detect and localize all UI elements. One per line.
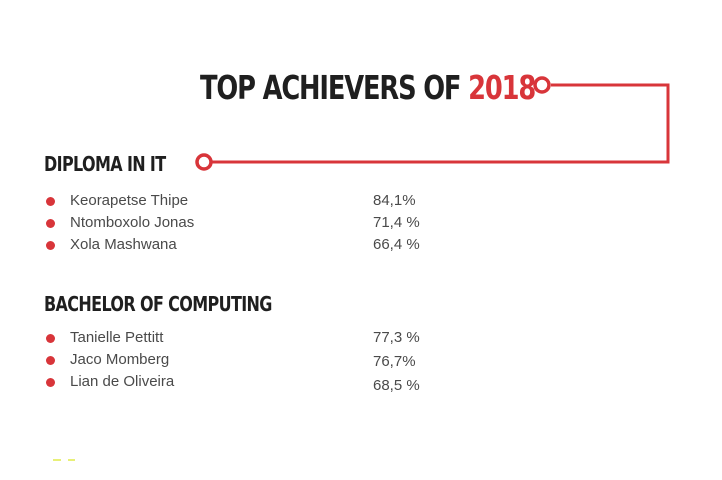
achiever-row: Keorapetse Thipe 84,1% — [44, 190, 464, 212]
achiever-row: Tanielle Pettitt 77,3 % — [44, 327, 464, 349]
page-title-prefix: TOP ACHIEVERS OF — [200, 68, 469, 107]
bullet-dot-icon — [46, 356, 55, 365]
bullet-dot-icon — [46, 378, 55, 387]
connector-start-ring — [533, 76, 551, 94]
diploma-achiever-list: Keorapetse Thipe 84,1% Ntomboxolo Jonas … — [44, 190, 464, 256]
achiever-score: 76,7% — [373, 353, 416, 370]
achiever-score: 84,1% — [373, 192, 416, 209]
achiever-name: Ntomboxolo Jonas — [70, 214, 195, 231]
achiever-row: Lian de Oliveira 68,5 % — [44, 371, 464, 394]
achiever-row: Jaco Momberg 76,7% — [44, 349, 464, 371]
section-heading-diploma-in-it: DIPLOMA IN IT — [44, 152, 166, 176]
achiever-row: Xola Mashwana 66,4 % — [44, 234, 464, 256]
decorative-dash — [68, 459, 75, 461]
achiever-score: 68,5 % — [373, 377, 420, 394]
achiever-name: Xola Mashwana — [70, 236, 177, 253]
achiever-score: 71,4 % — [373, 214, 420, 231]
achiever-score: 77,3 % — [373, 329, 420, 346]
bullet-dot-icon — [46, 334, 55, 343]
achiever-name: Jaco Momberg — [70, 351, 170, 368]
bullet-dot-icon — [46, 219, 55, 228]
connector-end-ring — [195, 153, 213, 171]
achiever-score: 66,4 % — [373, 236, 420, 253]
bullet-dot-icon — [46, 241, 55, 250]
decorative-dash — [53, 459, 61, 461]
section-heading-bachelor-of-computing: BACHELOR OF COMPUTING — [44, 292, 272, 316]
bullet-dot-icon — [46, 197, 55, 206]
page-title: TOP ACHIEVERS OF 2018 — [200, 68, 536, 108]
achiever-name: Keorapetse Thipe — [70, 192, 189, 209]
achiever-name: Tanielle Pettitt — [70, 329, 164, 346]
bachelor-achiever-list: Tanielle Pettitt 77,3 % Jaco Momberg 76,… — [44, 327, 464, 394]
page-title-year: 2018 — [468, 68, 536, 107]
connector-path — [212, 83, 670, 164]
achiever-name: Lian de Oliveira — [70, 373, 175, 390]
achiever-row: Ntomboxolo Jonas 71,4 % — [44, 212, 464, 234]
